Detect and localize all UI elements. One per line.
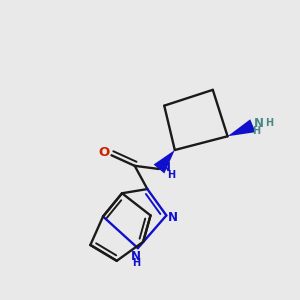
Text: O: O [98,146,109,159]
Text: N: N [168,211,178,224]
Text: N: N [161,161,171,174]
Text: H: H [265,118,273,128]
Polygon shape [228,119,256,136]
Text: H: H [252,126,260,136]
Text: H: H [167,170,175,180]
Text: N: N [254,117,264,130]
Polygon shape [154,150,175,173]
Text: H: H [132,258,140,268]
Text: N: N [131,250,141,262]
